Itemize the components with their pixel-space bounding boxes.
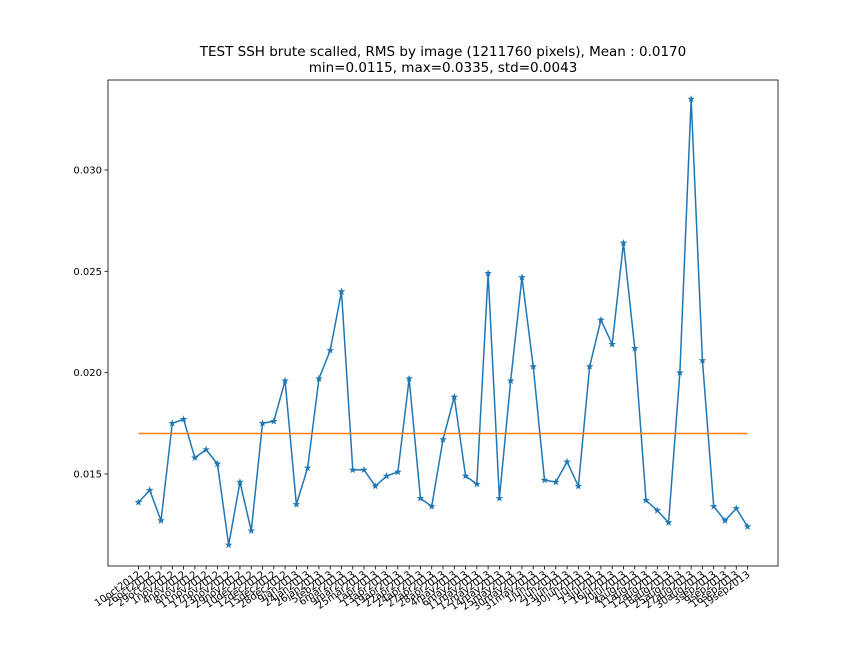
y-tick-label: 0.025 [73,267,102,278]
chart-subtitle: min=0.0115, max=0.0335, std=0.0043 [309,60,578,76]
marker [608,340,616,348]
marker [619,238,628,247]
marker [315,374,323,382]
marker [653,506,662,514]
marker [416,494,425,502]
marker [427,502,436,510]
marker [540,476,549,484]
marker [597,315,605,324]
marker [224,540,233,549]
marker [292,500,301,508]
marker [484,269,492,277]
marker [191,453,199,462]
marker [145,486,154,494]
y-tick-label: 0.030 [73,165,102,176]
marker [179,415,188,423]
marker [698,356,707,364]
marker [732,504,741,512]
marker [394,467,402,476]
marker [337,287,346,295]
marker [202,445,210,453]
marker [236,478,244,486]
marker [405,374,413,382]
marker [213,459,222,468]
y-tick-label: 0.015 [73,469,102,480]
marker [574,482,583,490]
marker [473,480,481,488]
marker [563,457,571,466]
marker [157,516,165,524]
marker [743,522,752,530]
marker [664,518,673,526]
marker [168,419,177,427]
marker [461,472,470,480]
marker [247,526,256,534]
marker [642,496,650,504]
marker [360,465,368,474]
marker [326,346,335,354]
marker [585,362,594,370]
marker [676,368,684,376]
marker [518,273,526,281]
marker [709,502,718,510]
marker [721,516,729,524]
marker [371,482,380,490]
marker [630,344,639,352]
chart-title: TEST SSH brute scalled, RMS by image (12… [199,44,686,60]
marker [281,376,289,384]
marker [687,95,695,103]
marker [450,392,459,401]
marker [495,494,504,502]
plot-frame [107,79,779,567]
marker [270,417,278,425]
marker [439,435,447,443]
marker [303,463,312,472]
y-tick-label: 0.020 [73,368,102,379]
marker [382,472,391,480]
marker [506,376,515,384]
marker [551,478,560,486]
marker [258,419,267,427]
series-line [137,99,749,546]
marker [348,465,357,474]
marker [529,362,538,370]
marker [134,498,143,506]
